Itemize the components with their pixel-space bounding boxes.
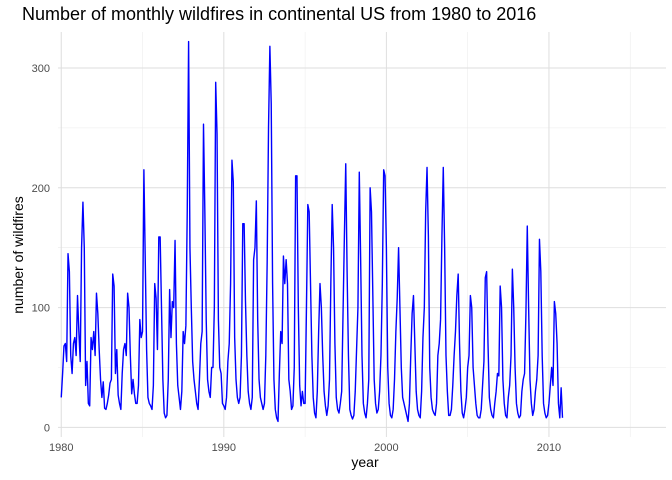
series-line-wildfires xyxy=(60,40,564,423)
x-tick-label: 1990 xyxy=(212,442,236,454)
y-axis-label: number of wildfires xyxy=(10,196,26,314)
chart-title: Number of monthly wildfires in continent… xyxy=(22,4,537,24)
y-tick-labels: 0 100 200 300 xyxy=(32,63,50,434)
x-tick-labels: 1980 1990 2000 2010 xyxy=(49,442,561,454)
series-layer xyxy=(60,40,564,423)
y-tick-label: 200 xyxy=(32,183,50,195)
x-tick-label: 2000 xyxy=(374,442,398,454)
x-tick-label: 2010 xyxy=(537,442,561,454)
y-tick-label: 300 xyxy=(32,63,50,75)
y-tick-label: 0 xyxy=(44,422,50,434)
x-tick-label: 1980 xyxy=(49,442,73,454)
x-axis-label: year xyxy=(351,454,379,470)
y-tick-label: 100 xyxy=(32,303,50,315)
